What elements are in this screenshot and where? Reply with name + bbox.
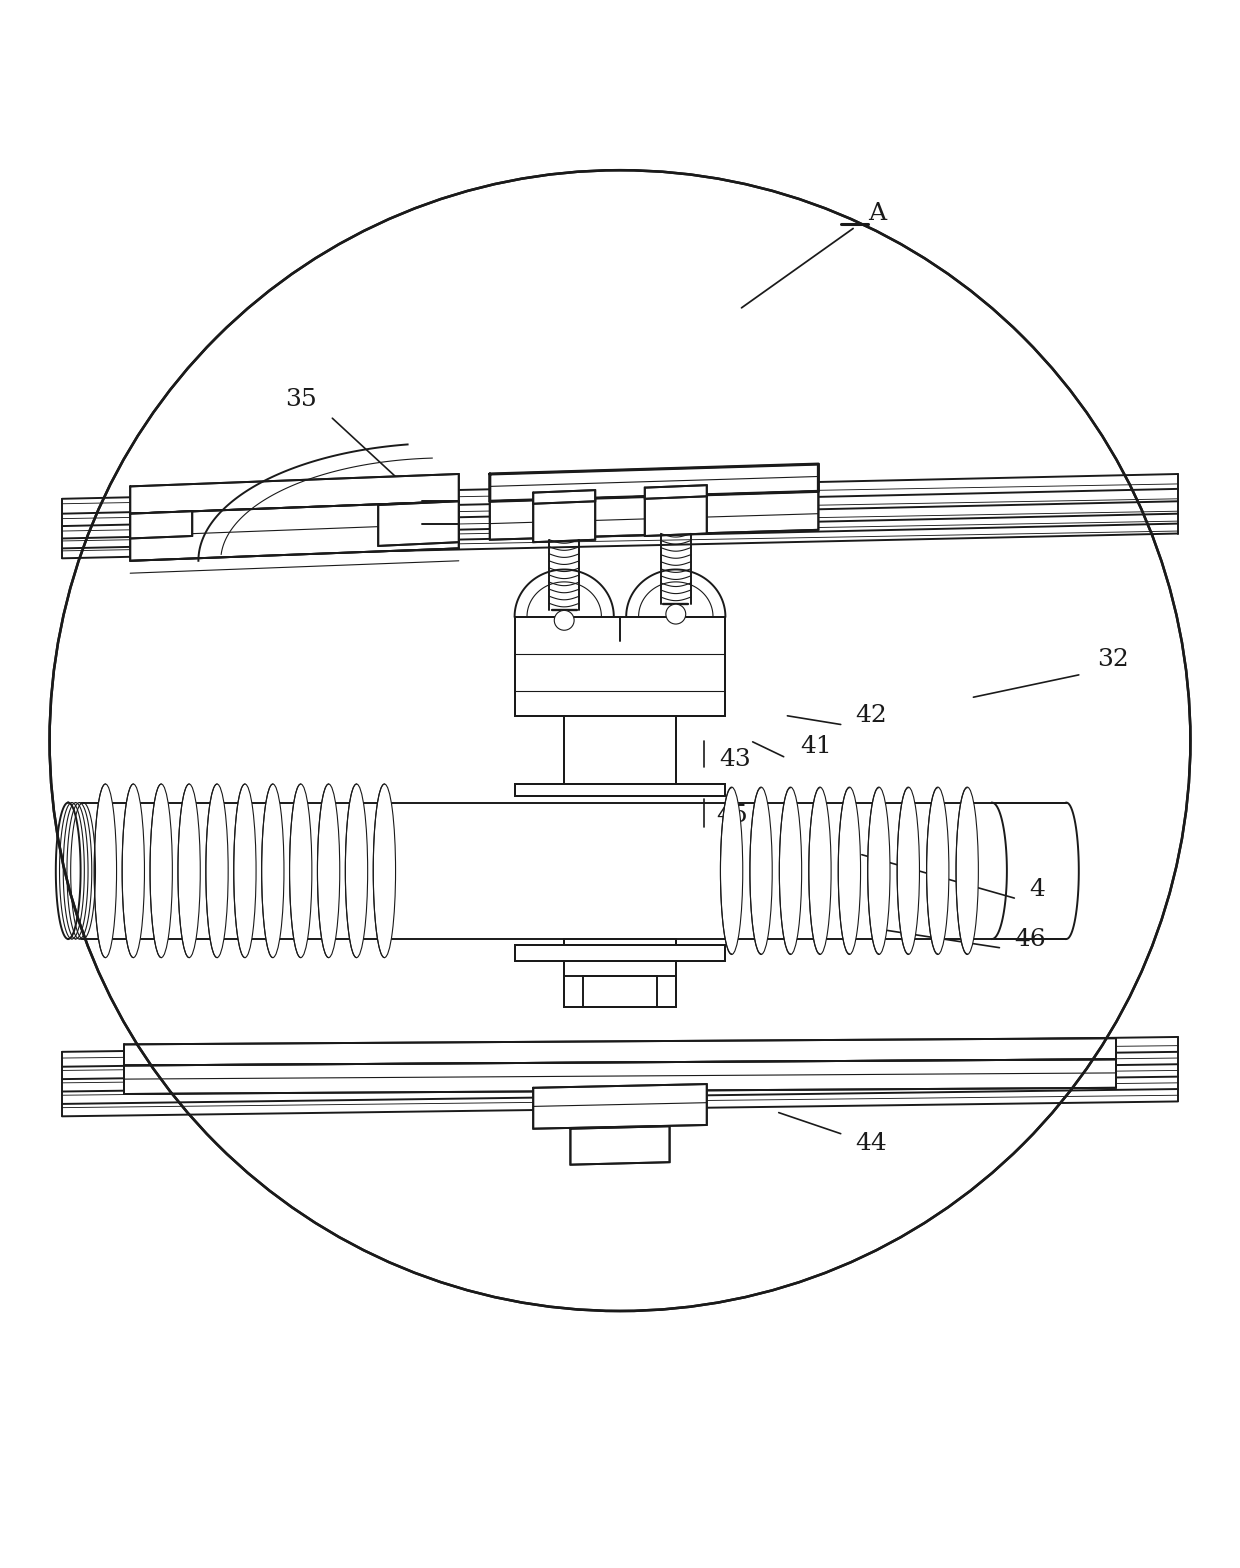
Ellipse shape — [750, 787, 773, 955]
Polygon shape — [564, 939, 676, 977]
Text: A: A — [868, 202, 887, 226]
Polygon shape — [490, 464, 818, 502]
Polygon shape — [124, 1038, 1116, 1066]
Text: 42: 42 — [856, 704, 888, 728]
Polygon shape — [515, 946, 725, 961]
Polygon shape — [130, 511, 192, 538]
Polygon shape — [130, 502, 459, 561]
Ellipse shape — [206, 784, 228, 958]
Text: 32: 32 — [1097, 649, 1130, 671]
Polygon shape — [490, 491, 818, 539]
Circle shape — [50, 171, 1190, 1311]
Polygon shape — [645, 494, 707, 536]
Ellipse shape — [926, 787, 949, 955]
Ellipse shape — [345, 784, 368, 958]
Text: 45: 45 — [717, 803, 749, 826]
Polygon shape — [515, 616, 725, 717]
Text: 41: 41 — [800, 735, 832, 759]
Ellipse shape — [838, 787, 861, 955]
Polygon shape — [564, 717, 676, 790]
Ellipse shape — [898, 787, 920, 955]
Ellipse shape — [150, 784, 172, 958]
Ellipse shape — [317, 784, 340, 958]
Ellipse shape — [233, 784, 255, 958]
Polygon shape — [533, 491, 595, 503]
Polygon shape — [515, 784, 725, 797]
Ellipse shape — [373, 784, 396, 958]
Text: 35: 35 — [285, 389, 317, 411]
Circle shape — [554, 610, 574, 630]
Ellipse shape — [720, 787, 743, 955]
Ellipse shape — [94, 784, 117, 958]
Ellipse shape — [179, 784, 201, 958]
Text: 43: 43 — [719, 748, 751, 771]
Polygon shape — [378, 502, 459, 546]
Text: 4: 4 — [1029, 878, 1045, 902]
Ellipse shape — [262, 784, 284, 958]
Text: 46: 46 — [1014, 928, 1047, 950]
Ellipse shape — [289, 784, 312, 958]
Polygon shape — [533, 1083, 707, 1129]
Polygon shape — [645, 485, 707, 499]
Polygon shape — [124, 1060, 1116, 1094]
Circle shape — [666, 604, 686, 624]
Polygon shape — [583, 977, 657, 1007]
Ellipse shape — [956, 787, 978, 955]
Text: 44: 44 — [856, 1132, 888, 1156]
Polygon shape — [564, 952, 676, 1007]
Ellipse shape — [808, 787, 831, 955]
Polygon shape — [130, 474, 459, 514]
Ellipse shape — [123, 784, 144, 958]
Ellipse shape — [868, 787, 890, 955]
Polygon shape — [533, 499, 595, 543]
Ellipse shape — [780, 787, 801, 955]
Polygon shape — [570, 1126, 670, 1165]
